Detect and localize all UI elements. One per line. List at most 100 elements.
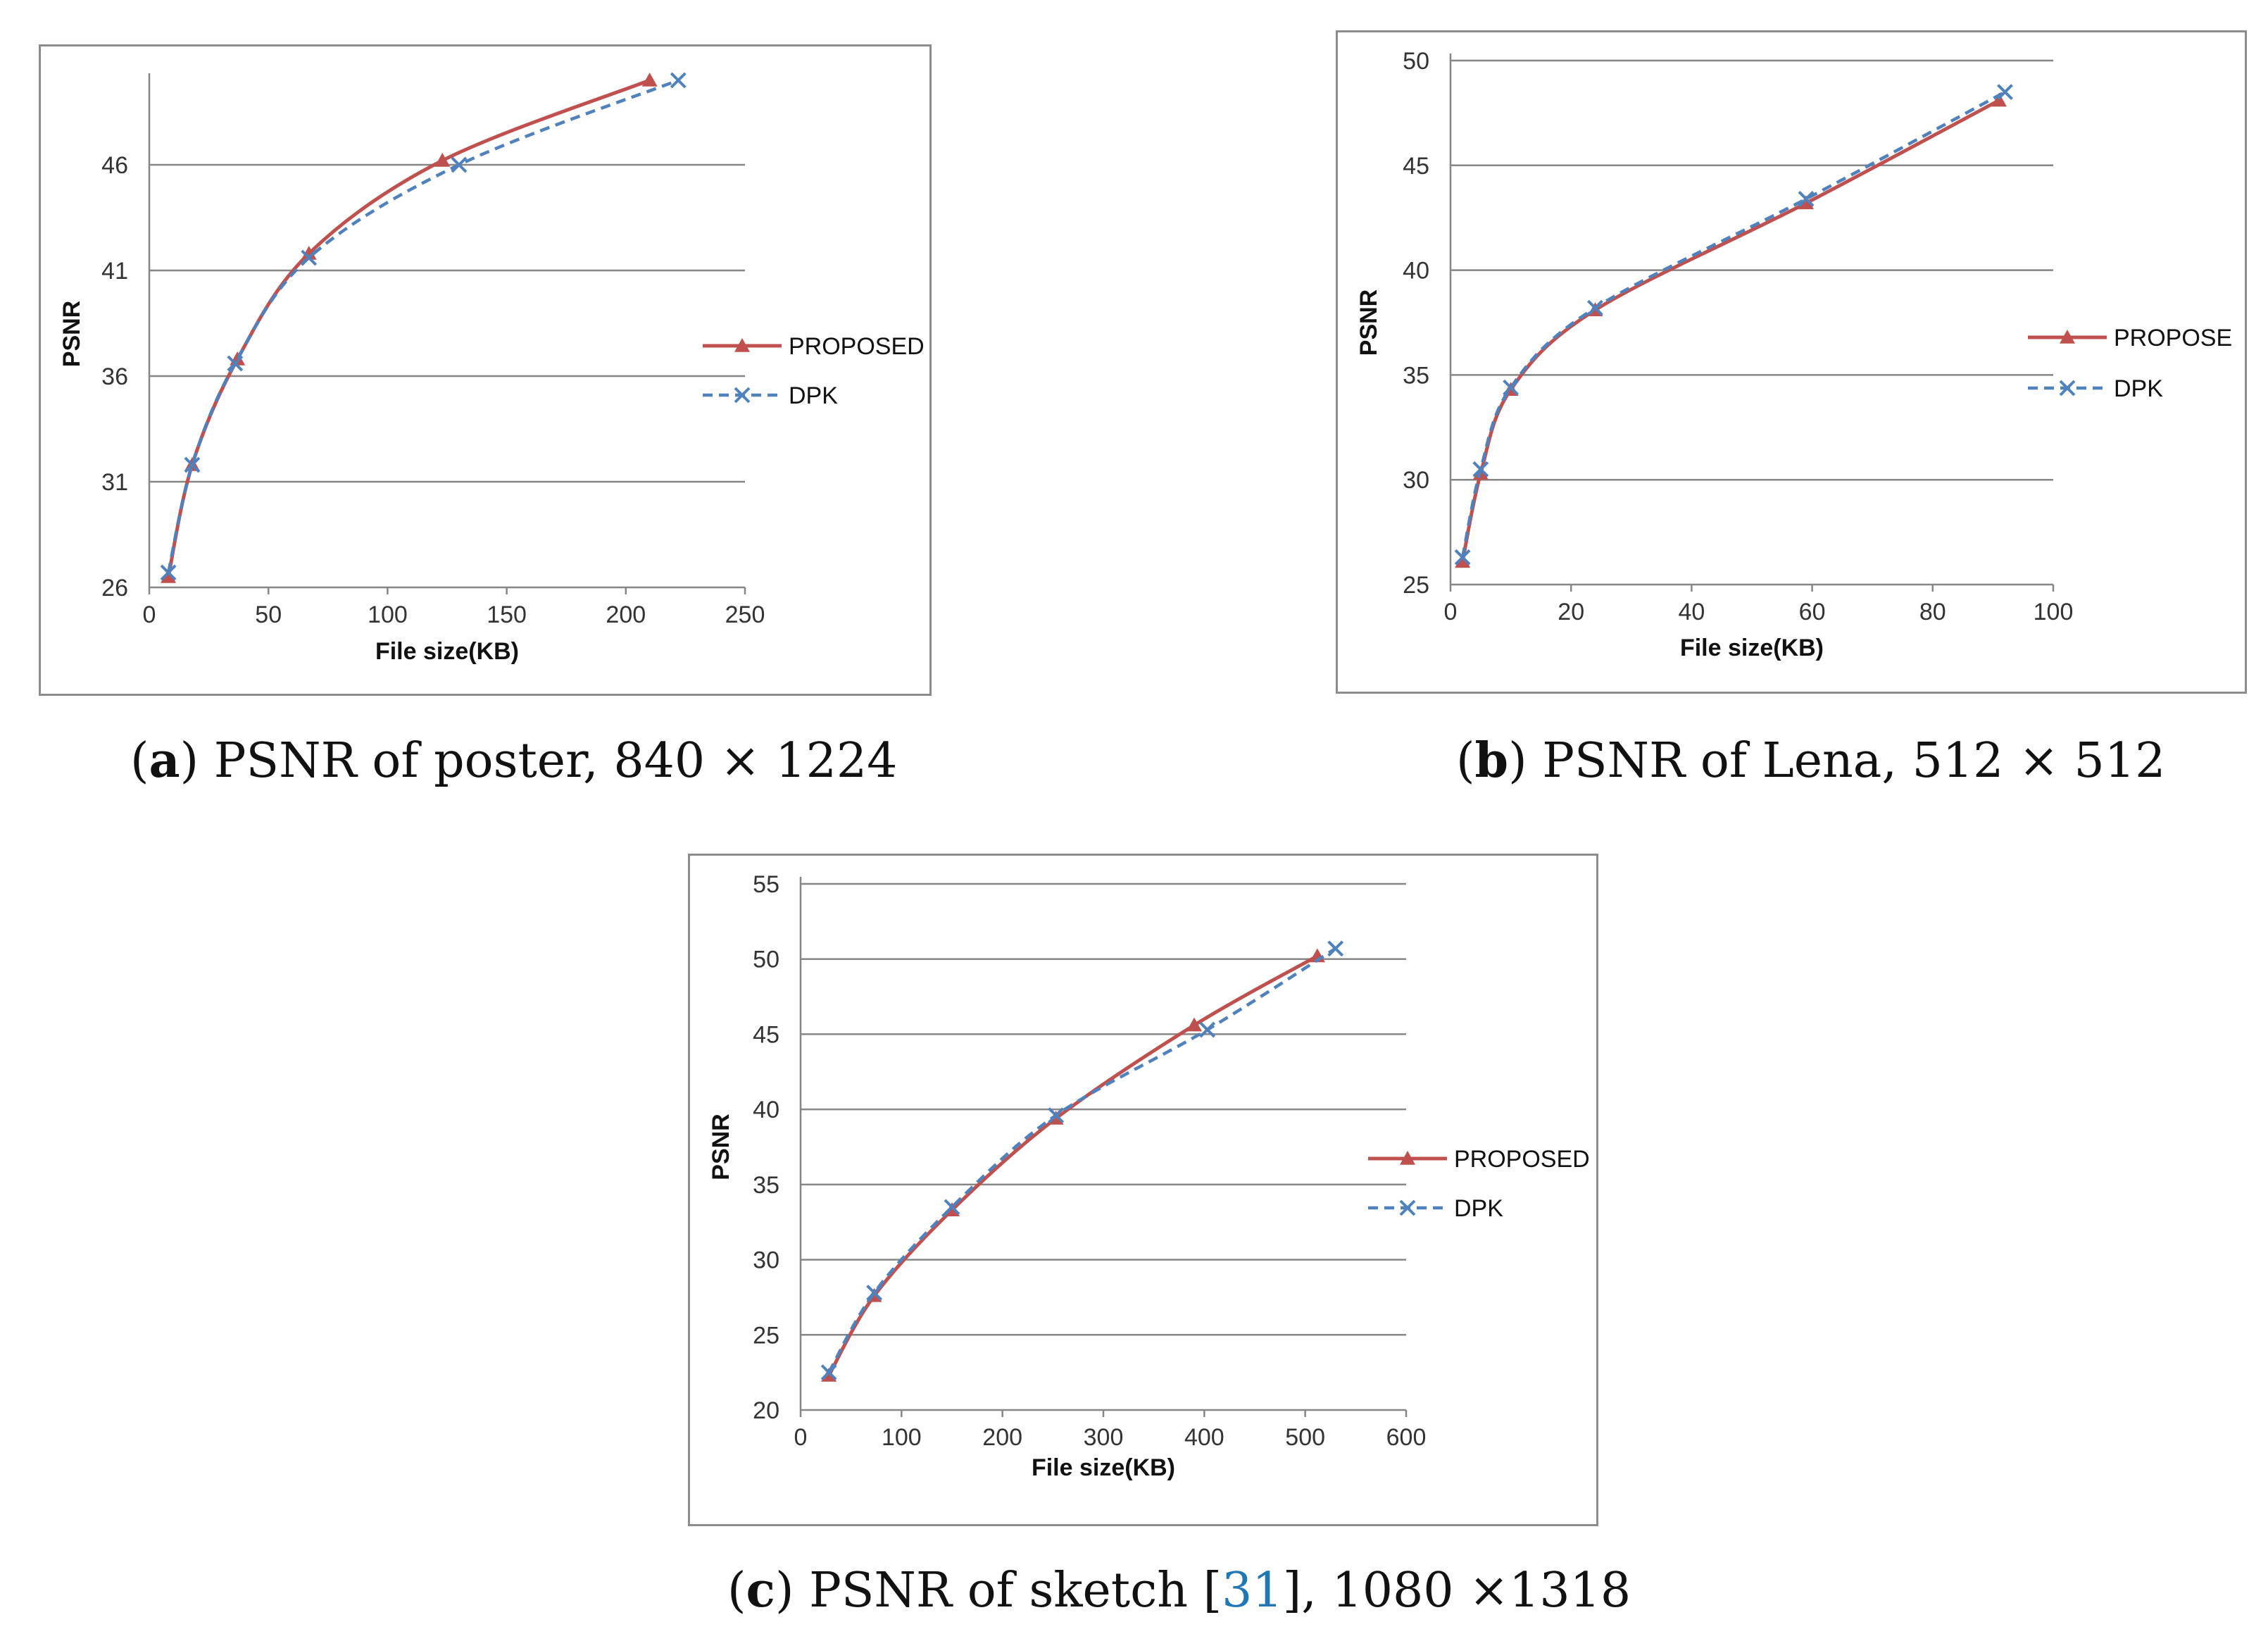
chart-b-legend-label: DPK	[2114, 375, 2163, 402]
chart-c-proposed-line	[827, 954, 1319, 1377]
chart-b-series-dpk	[1454, 84, 2013, 566]
chart-a-dpk-line	[166, 78, 679, 573]
chart-c-ytick-label: 30	[753, 1247, 779, 1274]
chart-c-ytick-label: 50	[753, 947, 779, 973]
chart-a-svg: 26 31 36 41 46 0 50 100 150 200 250 File size(KB) PS…	[58, 72, 925, 665]
chart-b-y-axis-label: PSNR	[1355, 289, 1382, 356]
chart-a-y-axis-label: PSNR	[58, 301, 85, 367]
caption-c-citation-link[interactable]: 31	[1222, 1563, 1283, 1618]
chart-b-ytick-label: 35	[1403, 362, 1429, 389]
chart-c-xtick-label: 600	[1386, 1424, 1427, 1451]
chart-c-dpk-point	[820, 1364, 837, 1381]
chart-b-dpk-line	[1460, 90, 2006, 558]
chart-panel-c: 20 25 30 35 40 45 50 55 0 100 200 300 400 500 600 File …	[688, 854, 1598, 1526]
chart-b-ytick-label: 25	[1403, 572, 1429, 599]
chart-a-dpk-point	[451, 156, 468, 173]
chart-c-legend-label: DPK	[1454, 1195, 1503, 1222]
caption-a: (a) PSNR of poster, 840 × 1224	[130, 732, 898, 789]
chart-a-legend-dpk: DPK	[703, 382, 838, 409]
chart-c-xtick-label: 0	[794, 1424, 808, 1451]
caption-c-label: c	[746, 1562, 775, 1618]
chart-b-xtick-label: 0	[1444, 599, 1458, 625]
chart-b-series-propose	[1455, 92, 2007, 568]
chart-c-series-proposed	[821, 948, 1325, 1382]
chart-c-xtick-label: 100	[882, 1424, 922, 1451]
chart-c-legend-dpk: DPK	[1368, 1195, 1503, 1222]
chart-c-proposed-point	[1186, 1017, 1202, 1032]
chart-a-series-proposed	[161, 73, 658, 583]
chart-c-y-axis-label: PSNR	[708, 1113, 734, 1180]
chart-a-ytick-label: 36	[101, 363, 128, 390]
chart-c-legend-label: PROPOSED	[1454, 1146, 1590, 1173]
caption-a-label: a	[149, 732, 180, 789]
chart-a-legend-proposed: PROPOSED	[703, 333, 925, 360]
chart-c-legend-marker	[1399, 1199, 1416, 1216]
chart-b-xtick-label: 60	[1799, 599, 1826, 625]
chart-c-ytick-label: 20	[753, 1397, 779, 1424]
chart-a-xtick-label: 50	[255, 601, 282, 628]
chart-a-ytick-label: 26	[101, 575, 128, 601]
chart-a-x-axis-label: File size(KB)	[375, 638, 519, 665]
chart-b-x-axis-label: File size(KB)	[1680, 635, 1824, 661]
caption-a-text: ) PSNR of poster, 840 × 1224	[180, 733, 898, 789]
chart-b-dpk-point	[1472, 461, 1489, 478]
chart-b-ytick-label: 40	[1403, 258, 1429, 285]
chart-a-ytick-label: 31	[101, 469, 128, 496]
caption-b-text: ) PSNR of Lena, 512 × 512	[1508, 733, 2166, 789]
chart-b-xtick-label: 40	[1678, 599, 1705, 625]
chart-a-legend-marker	[734, 338, 750, 352]
chart-a-series-dpk	[160, 72, 687, 581]
chart-c-xtick-label: 500	[1285, 1424, 1325, 1451]
chart-c-dpk-point	[944, 1199, 960, 1216]
chart-c-ytick-label: 55	[753, 871, 779, 898]
caption-b: (b) PSNR of Lena, 512 × 512	[1456, 732, 2166, 789]
chart-c-svg: 20 25 30 35 40 45 50 55 0 100 200 300 400 500 600 File …	[708, 871, 1590, 1481]
chart-a-proposed-point	[641, 73, 658, 87]
chart-c-dpk-point	[1199, 1021, 1216, 1038]
chart-a-proposed-point	[434, 153, 451, 167]
caption-c-text: ) PSNR of sketch [	[775, 1563, 1222, 1618]
chart-b-ytick-label: 30	[1403, 467, 1429, 494]
chart-c-ytick-label: 25	[753, 1322, 779, 1349]
chart-c-ytick-label: 45	[753, 1021, 779, 1048]
caption-c: (c) PSNR of sketch [31], 1080 ×1318	[727, 1562, 1631, 1618]
chart-b-xtick-label: 100	[2034, 599, 2074, 625]
chart-b-legend-propose: PROPOSE	[2028, 325, 2232, 351]
chart-b-dpk-point	[1798, 191, 1815, 207]
chart-b-dpk-point	[1503, 379, 1520, 396]
chart-a-legend-marker	[734, 387, 751, 404]
chart-c-x-axis-label: File size(KB)	[1032, 1454, 1175, 1481]
chart-c-legend-proposed: PROPOSED	[1368, 1146, 1590, 1173]
chart-panel-b: 25 30 35 40 45 50 0 20 40 60 80 100 File size(KB) PSN…	[1336, 30, 2247, 694]
chart-b-xtick-label: 80	[1919, 599, 1946, 625]
chart-a-dpk-point	[227, 355, 244, 372]
chart-b-svg: 25 30 35 40 45 50 0 20 40 60 80 100 File size(KB) PSN…	[1355, 48, 2232, 661]
chart-b-dpk-point	[1587, 299, 1603, 316]
chart-a-xtick-label: 250	[725, 601, 765, 628]
chart-b-ytick-label: 45	[1403, 153, 1429, 180]
chart-c-ytick-label: 35	[753, 1172, 779, 1199]
chart-a-dpk-point	[184, 456, 201, 473]
caption-c-text-end: ], 1080 ×1318	[1282, 1563, 1631, 1618]
chart-b-ytick-label: 50	[1403, 48, 1429, 75]
chart-b-dpk-point	[1454, 549, 1471, 566]
chart-a-ytick-label: 41	[101, 258, 128, 285]
chart-b-legend-label: PROPOSE	[2114, 325, 2232, 351]
chart-b-legend-dpk: DPK	[2028, 375, 2163, 402]
chart-b-legend-marker	[2060, 330, 2075, 344]
chart-a-ytick-label: 46	[101, 152, 128, 179]
chart-c-xtick-label: 400	[1184, 1424, 1224, 1451]
chart-a-proposed-point	[301, 246, 317, 260]
chart-a-dpk-point	[301, 249, 318, 266]
chart-b-dpk-point	[1997, 84, 2013, 101]
chart-a-legend-label: PROPOSED	[789, 333, 925, 360]
chart-c-xtick-label: 300	[1084, 1424, 1124, 1451]
chart-c-dpk-point	[1048, 1107, 1065, 1124]
chart-a-proposed-line	[166, 78, 651, 578]
caption-b-label: b	[1474, 732, 1509, 789]
chart-c-dpk-line	[827, 947, 1336, 1373]
chart-a-xtick-label: 150	[487, 601, 527, 628]
chart-a-dpk-point	[160, 564, 177, 581]
chart-b-xtick-label: 20	[1558, 599, 1584, 625]
chart-c-series-dpk	[820, 940, 1344, 1381]
